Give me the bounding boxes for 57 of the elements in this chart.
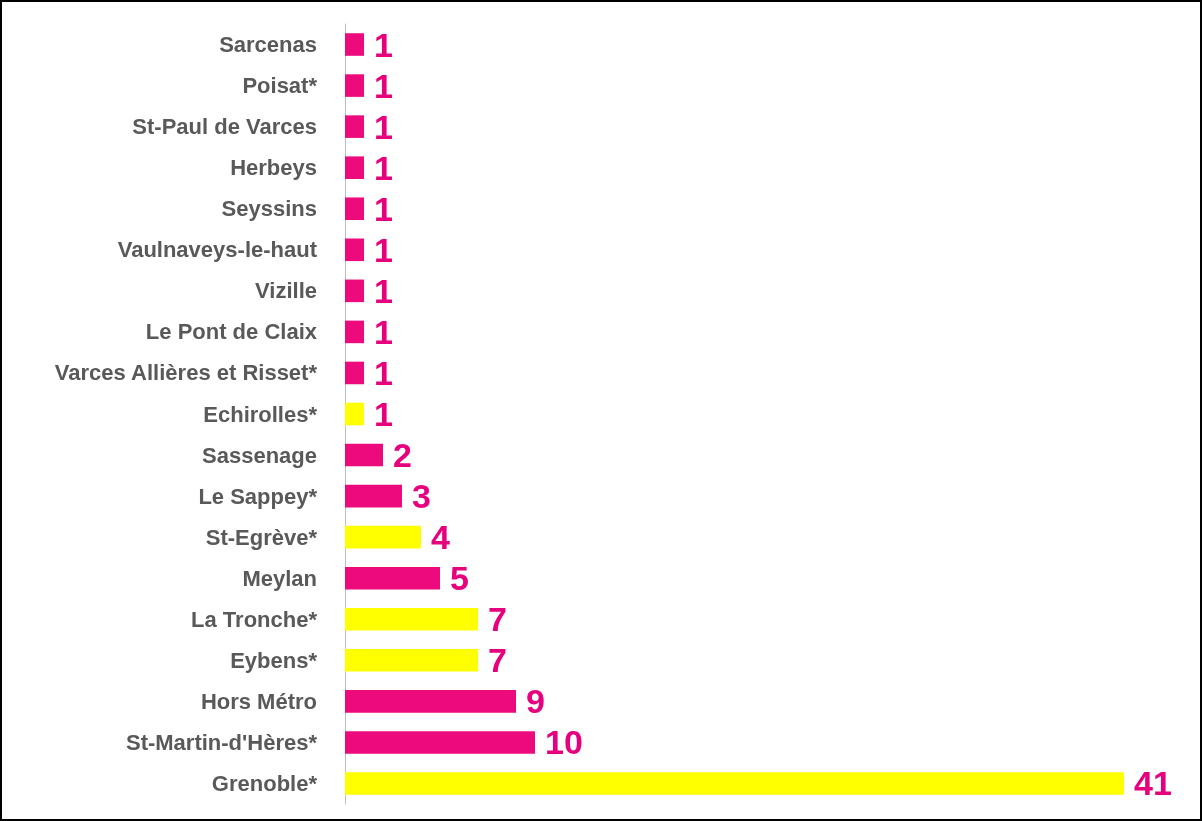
data-label: 2 (393, 436, 412, 475)
bar (345, 238, 364, 262)
y-tick-label: Eybens* (230, 647, 318, 673)
data-label: 7 (488, 600, 507, 639)
data-label: 7 (488, 641, 507, 680)
bar (345, 607, 478, 631)
bar (345, 731, 535, 754)
y-tick-label: Vaulnaveys-le-haut (117, 237, 318, 263)
bar (345, 566, 440, 590)
y-tick-label: Meylan (242, 565, 317, 591)
bar (345, 772, 1124, 795)
y-tick-label: Echirolles* (203, 401, 318, 427)
bar (345, 320, 364, 344)
bar (345, 74, 364, 97)
data-label: 10 (545, 723, 583, 762)
data-label: 3 (412, 477, 431, 516)
data-label: 1 (374, 25, 393, 64)
bar (345, 525, 421, 549)
data-label: 1 (374, 312, 393, 351)
data-label: 1 (374, 271, 393, 310)
y-tick-label: Le Pont de Claix (145, 319, 318, 345)
data-label: 1 (374, 230, 393, 269)
y-tick-label: Hors Métro (200, 688, 317, 714)
y-tick-label: Varces Allières et Risset* (54, 360, 318, 386)
data-label: 1 (374, 189, 393, 228)
bar (345, 649, 478, 672)
bar (345, 402, 364, 426)
data-label: 1 (374, 66, 393, 105)
y-tick-label: St-Egrève* (205, 524, 318, 550)
y-tick-label: Herbeys (230, 155, 317, 181)
y-tick-label: Grenoble* (211, 770, 318, 796)
data-label: 1 (374, 353, 393, 392)
data-label: 4 (431, 518, 450, 557)
data-label: 9 (526, 682, 545, 721)
y-tick-label: Seyssins (221, 196, 317, 222)
bar (345, 279, 364, 303)
bar (345, 361, 364, 385)
data-label: 1 (374, 107, 393, 146)
y-tick-label: La Tronche* (191, 606, 318, 632)
y-tick-label: Sarcenas (219, 32, 317, 58)
data-label: 41 (1134, 764, 1172, 803)
bar (345, 197, 364, 221)
bar (345, 484, 402, 508)
y-tick-label: Vizille (255, 278, 317, 304)
y-tick-label: Sassenage (202, 442, 317, 468)
data-label: 1 (374, 148, 393, 187)
y-tick-label: St-Martin-d'Hères* (125, 729, 318, 755)
bar (345, 156, 364, 179)
y-tick-label: Le Sappey* (198, 483, 318, 509)
bar (345, 115, 364, 138)
bar (345, 443, 383, 467)
data-label: 1 (374, 395, 393, 433)
bar (345, 33, 364, 56)
bar (345, 690, 516, 713)
data-label: 5 (450, 559, 469, 598)
y-tick-label: St-Paul de Varces (132, 114, 317, 140)
y-tick-label: Poisat* (242, 73, 318, 99)
